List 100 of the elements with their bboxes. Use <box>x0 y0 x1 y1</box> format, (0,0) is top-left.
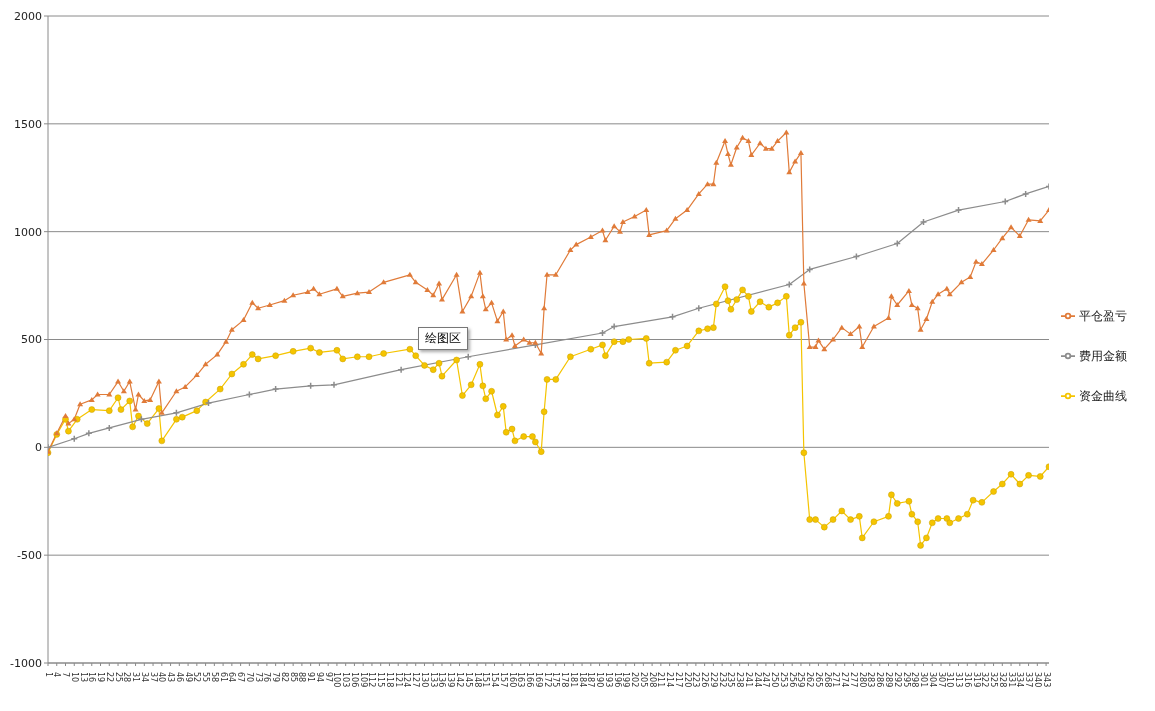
x-tick-label: 244 <box>752 672 762 688</box>
x-tick-label: 31 <box>131 672 141 683</box>
x-tick-label: 46 <box>174 672 184 683</box>
x-tick-label: 190 <box>595 672 605 688</box>
y-tick-label: 1000 <box>14 225 42 239</box>
point <box>695 304 703 312</box>
x-tick-label: 292 <box>892 672 902 688</box>
x-tick-label: 166 <box>525 672 535 688</box>
x-tick-label: 316 <box>962 672 972 688</box>
x-tick-label: 205 <box>638 672 648 688</box>
x-tick-label: 28 <box>122 672 132 683</box>
x-tick-label: 307 <box>936 672 946 688</box>
x-tick-label: 172 <box>542 672 552 688</box>
x-tick-label: 121 <box>393 672 403 688</box>
x-tick-label: 82 <box>279 672 289 683</box>
x-tick-label: 220 <box>682 672 692 688</box>
x-tick-label: 79 <box>271 672 281 683</box>
x-tick-label: 10 <box>69 672 79 683</box>
x-tick-label: 13 <box>78 672 88 683</box>
x-tick-label: 286 <box>875 672 885 688</box>
x-tick-label: 229 <box>708 672 718 688</box>
x-tick-label: 235 <box>726 672 736 688</box>
x-tick-label: 184 <box>577 672 587 688</box>
x-tick-label: 1 <box>43 672 53 678</box>
x-tick-label: 103 <box>341 672 351 688</box>
x-tick-label: 70 <box>244 672 254 683</box>
x-tick-label: 169 <box>533 672 543 688</box>
x-tick-label: 226 <box>700 672 710 688</box>
x-tick-label: 40 <box>157 672 167 683</box>
x-tick-label: 298 <box>910 672 920 688</box>
x-tick-label: 127 <box>411 672 421 688</box>
x-tick-label: 181 <box>568 672 578 688</box>
x-tick-label: 268 <box>822 672 832 688</box>
x-tick-label: 157 <box>498 672 508 688</box>
x-tick-label: 283 <box>866 672 876 688</box>
x-tick-label: 67 <box>236 672 246 683</box>
x-tick-label: 85 <box>288 672 298 683</box>
x-tick-label: 91 <box>306 672 316 683</box>
y-tick-label: 1500 <box>14 117 42 131</box>
x-tick-label: 208 <box>647 672 657 688</box>
x-tick-label: 343 <box>1041 672 1051 688</box>
x-tick-label: 112 <box>367 672 377 688</box>
x-tick-label: 289 <box>883 672 893 688</box>
x-tick-label: 313 <box>954 672 964 688</box>
x-tick-label: 58 <box>209 672 219 683</box>
x-tick-label: 217 <box>673 672 683 688</box>
x-tick-label: 94 <box>314 672 324 683</box>
x-tick-label: 274 <box>840 672 850 688</box>
x-tick-label: 271 <box>831 672 841 688</box>
y-tick-label: 500 <box>21 333 42 347</box>
annotation: 绘图区 <box>418 327 468 350</box>
point <box>330 381 338 389</box>
x-tick-label: 148 <box>472 672 482 688</box>
x-tick-label: 334 <box>1015 672 1025 688</box>
x-tick-label: 331 <box>1006 672 1016 688</box>
x-tick-label: 154 <box>490 672 500 688</box>
x-tick-label: 301 <box>919 672 929 688</box>
x-tick-label: 325 <box>989 672 999 688</box>
x-tick-label: 124 <box>402 672 412 688</box>
x-tick-label: 7 <box>61 672 71 678</box>
x-tick-label: 211 <box>656 672 666 688</box>
x-tick-label: 280 <box>857 672 867 688</box>
x-tick-label: 259 <box>796 672 806 688</box>
x-tick-label: 253 <box>778 672 788 688</box>
x-tick-label: 277 <box>848 672 858 688</box>
x-tick-label: 151 <box>481 672 491 688</box>
x-tick-label: 16 <box>87 672 97 683</box>
x-tick-label: 163 <box>516 672 526 688</box>
x-tick-label: 214 <box>665 672 675 688</box>
x-tick-label: 319 <box>971 672 981 688</box>
x-tick-label: 175 <box>551 672 561 688</box>
x-tick-label: 43 <box>166 672 176 683</box>
x-tick-label: 64 <box>227 672 237 683</box>
x-tick-label: 232 <box>717 672 727 688</box>
y-tick-label: -1000 <box>10 656 42 670</box>
x-tick-label: 262 <box>805 672 815 688</box>
x-tick-label: 223 <box>691 672 701 688</box>
x-tick-label: 130 <box>419 672 429 688</box>
x-tick-label: 25 <box>113 672 123 683</box>
x-tick-label: 295 <box>901 672 911 688</box>
x-tick-label: 34 <box>139 672 149 683</box>
x-tick-label: 88 <box>297 672 307 683</box>
x-tick-label: 241 <box>743 672 753 688</box>
x-tick-label: 4 <box>52 672 62 678</box>
x-tick-label: 145 <box>463 672 473 688</box>
x-tick-label: 250 <box>770 672 780 688</box>
x-tick-label: 142 <box>454 672 464 688</box>
legend-label: 资金曲线 <box>1079 388 1127 403</box>
x-tick-label: 238 <box>735 672 745 688</box>
x-tick-label: 61 <box>218 672 228 683</box>
x-tick-label: 73 <box>253 672 263 683</box>
x-tick-label: 55 <box>201 672 211 683</box>
x-tick-label: 187 <box>586 672 596 688</box>
y-tick-label: 0 <box>35 441 42 455</box>
x-tick-label: 265 <box>813 672 823 688</box>
x-tick-label: 160 <box>507 672 517 688</box>
x-tick-label: 304 <box>927 672 937 688</box>
x-tick-label: 115 <box>376 672 386 688</box>
x-tick-label: 202 <box>630 672 640 688</box>
x-tick-label: 178 <box>560 672 570 688</box>
